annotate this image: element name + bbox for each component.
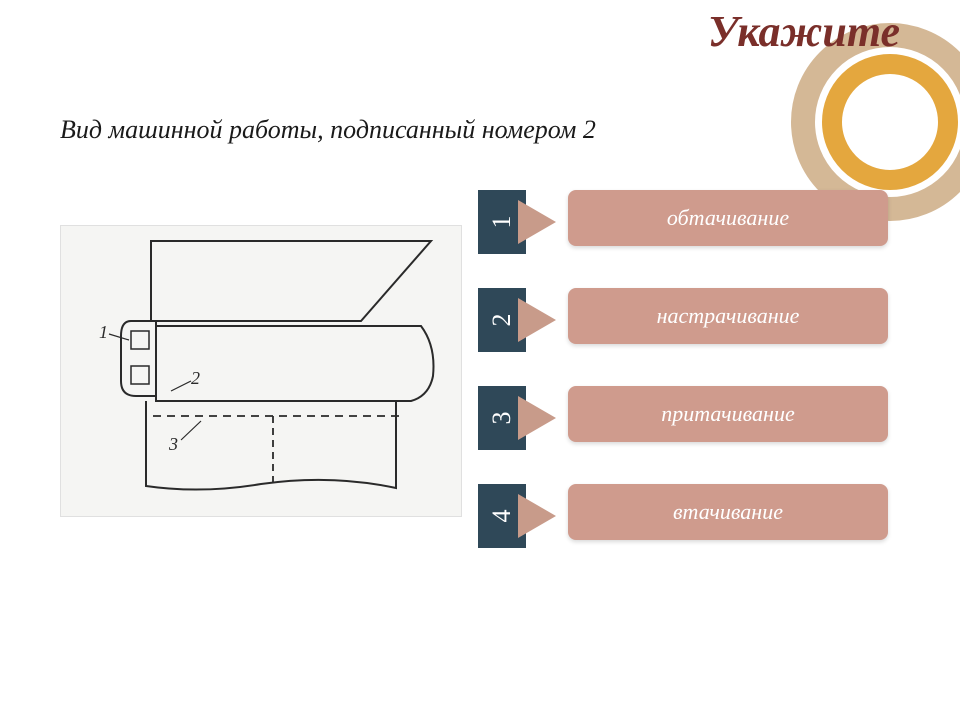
answer-button-1[interactable]: обтачивание [568,190,888,246]
chevron-right-icon [518,200,556,244]
page-title: Укажите [708,6,900,57]
option-1: 1 обтачивание [478,190,908,254]
option-3: 3 притачивание [478,386,908,450]
seam-svg: 1 2 3 [61,226,461,516]
diagram-label-2: 2 [191,368,200,388]
seam-diagram: 1 2 3 [60,225,462,517]
answer-button-4[interactable]: втачивание [568,484,888,540]
diagram-label-1: 1 [99,322,108,342]
answer-button-2[interactable]: настрачивание [568,288,888,344]
question-text: Вид машинной работы, подписанный номером… [60,115,596,145]
slide: Укажите Вид машинной работы, подписанный… [0,0,960,720]
answer-button-3[interactable]: притачивание [568,386,888,442]
ring-inner [822,54,958,190]
option-4: 4 втачивание [478,484,908,548]
chevron-right-icon [518,494,556,538]
options-panel: 1 обтачивание 2 настрачивание 3 притачив… [478,190,908,582]
diagram-label-3: 3 [168,434,178,454]
chevron-right-icon [518,298,556,342]
chevron-right-icon [518,396,556,440]
option-2: 2 настрачивание [478,288,908,352]
